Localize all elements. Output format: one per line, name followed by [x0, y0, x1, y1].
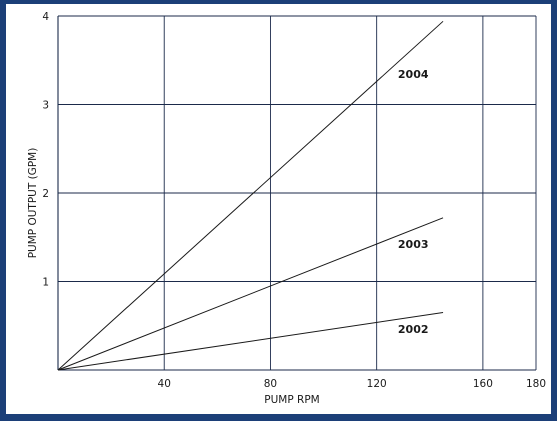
x-tick-label: 160	[473, 378, 493, 390]
series-line-2003	[57, 217, 444, 371]
axes	[57, 16, 536, 371]
grid	[58, 15, 537, 370]
series-line-2004	[57, 20, 444, 371]
series-lines: 2004 2003 2002	[57, 20, 444, 371]
chart-frame: 2004 2003 2002 40 80 120 160 180 1 2 3 4 PUMP RPM …	[6, 4, 551, 414]
y-tick-label: 4	[42, 11, 49, 23]
series-label-2004: 2004	[398, 68, 429, 81]
x-tick-label: 120	[367, 378, 387, 390]
x-axis-label: PUMP RPM	[264, 394, 319, 406]
x-tick-label: 80	[264, 378, 277, 390]
series-label-2002: 2002	[398, 323, 429, 336]
series-line-2002	[57, 311, 444, 371]
tick-labels: 40 80 120 160 180 1 2 3 4	[42, 11, 546, 390]
y-axis-label: PUMP OUTPUT (GPM)	[27, 148, 39, 259]
series-label-2003: 2003	[398, 238, 429, 251]
y-tick-label: 3	[42, 100, 49, 112]
y-tick-label: 2	[42, 188, 49, 200]
x-tick-label: 180	[526, 378, 546, 390]
x-tick-label: 40	[158, 378, 171, 390]
y-tick-label: 1	[42, 277, 49, 289]
